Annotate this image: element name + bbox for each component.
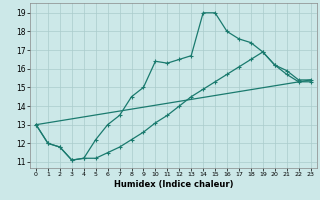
X-axis label: Humidex (Indice chaleur): Humidex (Indice chaleur) xyxy=(114,180,233,189)
